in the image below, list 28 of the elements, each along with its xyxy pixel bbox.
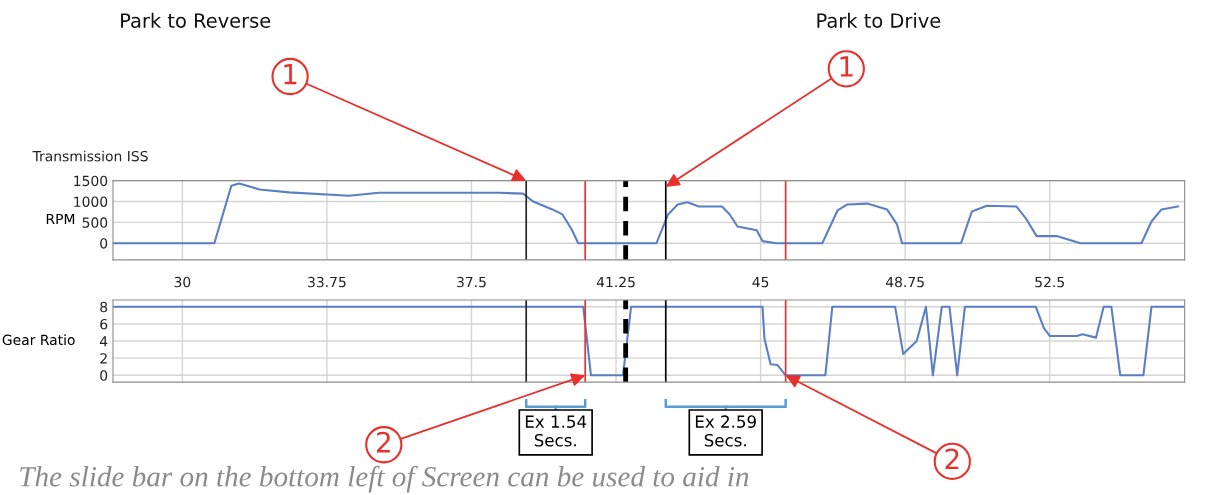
text: Ex 2.59 Secs. (695, 415, 756, 447)
text: Ex 1.54 Secs. (525, 415, 587, 447)
x-tick-label: 45 (752, 276, 769, 288)
y-tick-label: 0 (100, 238, 108, 249)
x-tick-label: 30 (174, 276, 191, 288)
y-tick-label: 1000 (74, 196, 108, 207)
annotation: 1 (284, 63, 297, 85)
y-tick-label: 0 (100, 370, 108, 381)
y-tick-label: 500 (82, 217, 108, 228)
annotation: 2 (377, 431, 390, 453)
text: Park to Drive (817, 12, 941, 28)
y-tick-label: 6 (100, 318, 108, 330)
annotation: 2 (945, 448, 959, 470)
y-tick-label: 8 (100, 301, 108, 313)
x-tick-label: 48.75 (885, 276, 924, 288)
y-axis-title: RPM (46, 213, 75, 225)
text: Park to Reverse (121, 12, 271, 28)
text: The slide bar on the bottom left of Screen can be used to aid in (20, 465, 749, 493)
y-axis-title: Gear Ratio (2, 334, 75, 346)
x-tick-label: 33.75 (308, 276, 346, 288)
annotation: 1 (840, 56, 853, 77)
x-tick-label: 37.5 (457, 276, 486, 288)
y-tick-label: 2 (100, 353, 107, 364)
chart-title: Transmission ISS (32, 150, 148, 162)
y-tick-label: 4 (99, 336, 108, 347)
x-tick-label: 41.25 (596, 276, 635, 288)
x-tick-label: 52.5 (1035, 276, 1064, 288)
y-tick-label: 1500 (74, 175, 108, 187)
